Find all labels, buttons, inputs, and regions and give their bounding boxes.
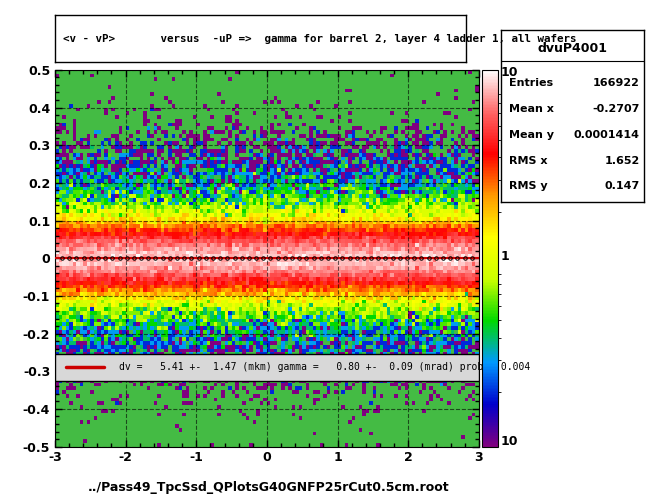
Text: dv =   5.41 +-  1.47 (mkm) gamma =   0.80 +-  0.09 (mrad) prob = 0.004: dv = 5.41 +- 1.47 (mkm) gamma = 0.80 +- … bbox=[118, 362, 530, 372]
Text: Mean x: Mean x bbox=[509, 104, 553, 114]
FancyBboxPatch shape bbox=[55, 354, 479, 381]
Text: 1.652: 1.652 bbox=[604, 156, 639, 166]
Text: RMS y: RMS y bbox=[509, 182, 547, 192]
Text: 166922: 166922 bbox=[593, 78, 639, 88]
Text: 1: 1 bbox=[500, 250, 509, 263]
Text: Entries: Entries bbox=[509, 78, 553, 88]
Text: ../Pass49_TpcSsd_QPlotsG40GNFP25rCut0.5cm.root: ../Pass49_TpcSsd_QPlotsG40GNFP25rCut0.5c… bbox=[88, 481, 449, 494]
Text: Mean y: Mean y bbox=[509, 130, 554, 140]
Text: 0.147: 0.147 bbox=[604, 182, 639, 192]
Text: <v - vP>       versus  -uP =>  gamma for barrel 2, layer 4 ladder 1, all wafers: <v - vP> versus -uP => gamma for barrel … bbox=[63, 33, 576, 44]
Text: RMS x: RMS x bbox=[509, 156, 547, 166]
Text: -0.2707: -0.2707 bbox=[592, 104, 639, 114]
Text: dvuP4001: dvuP4001 bbox=[538, 42, 608, 55]
Text: 0.0001414: 0.0001414 bbox=[573, 130, 639, 140]
Text: 10: 10 bbox=[500, 435, 518, 448]
Text: 10: 10 bbox=[500, 66, 518, 79]
